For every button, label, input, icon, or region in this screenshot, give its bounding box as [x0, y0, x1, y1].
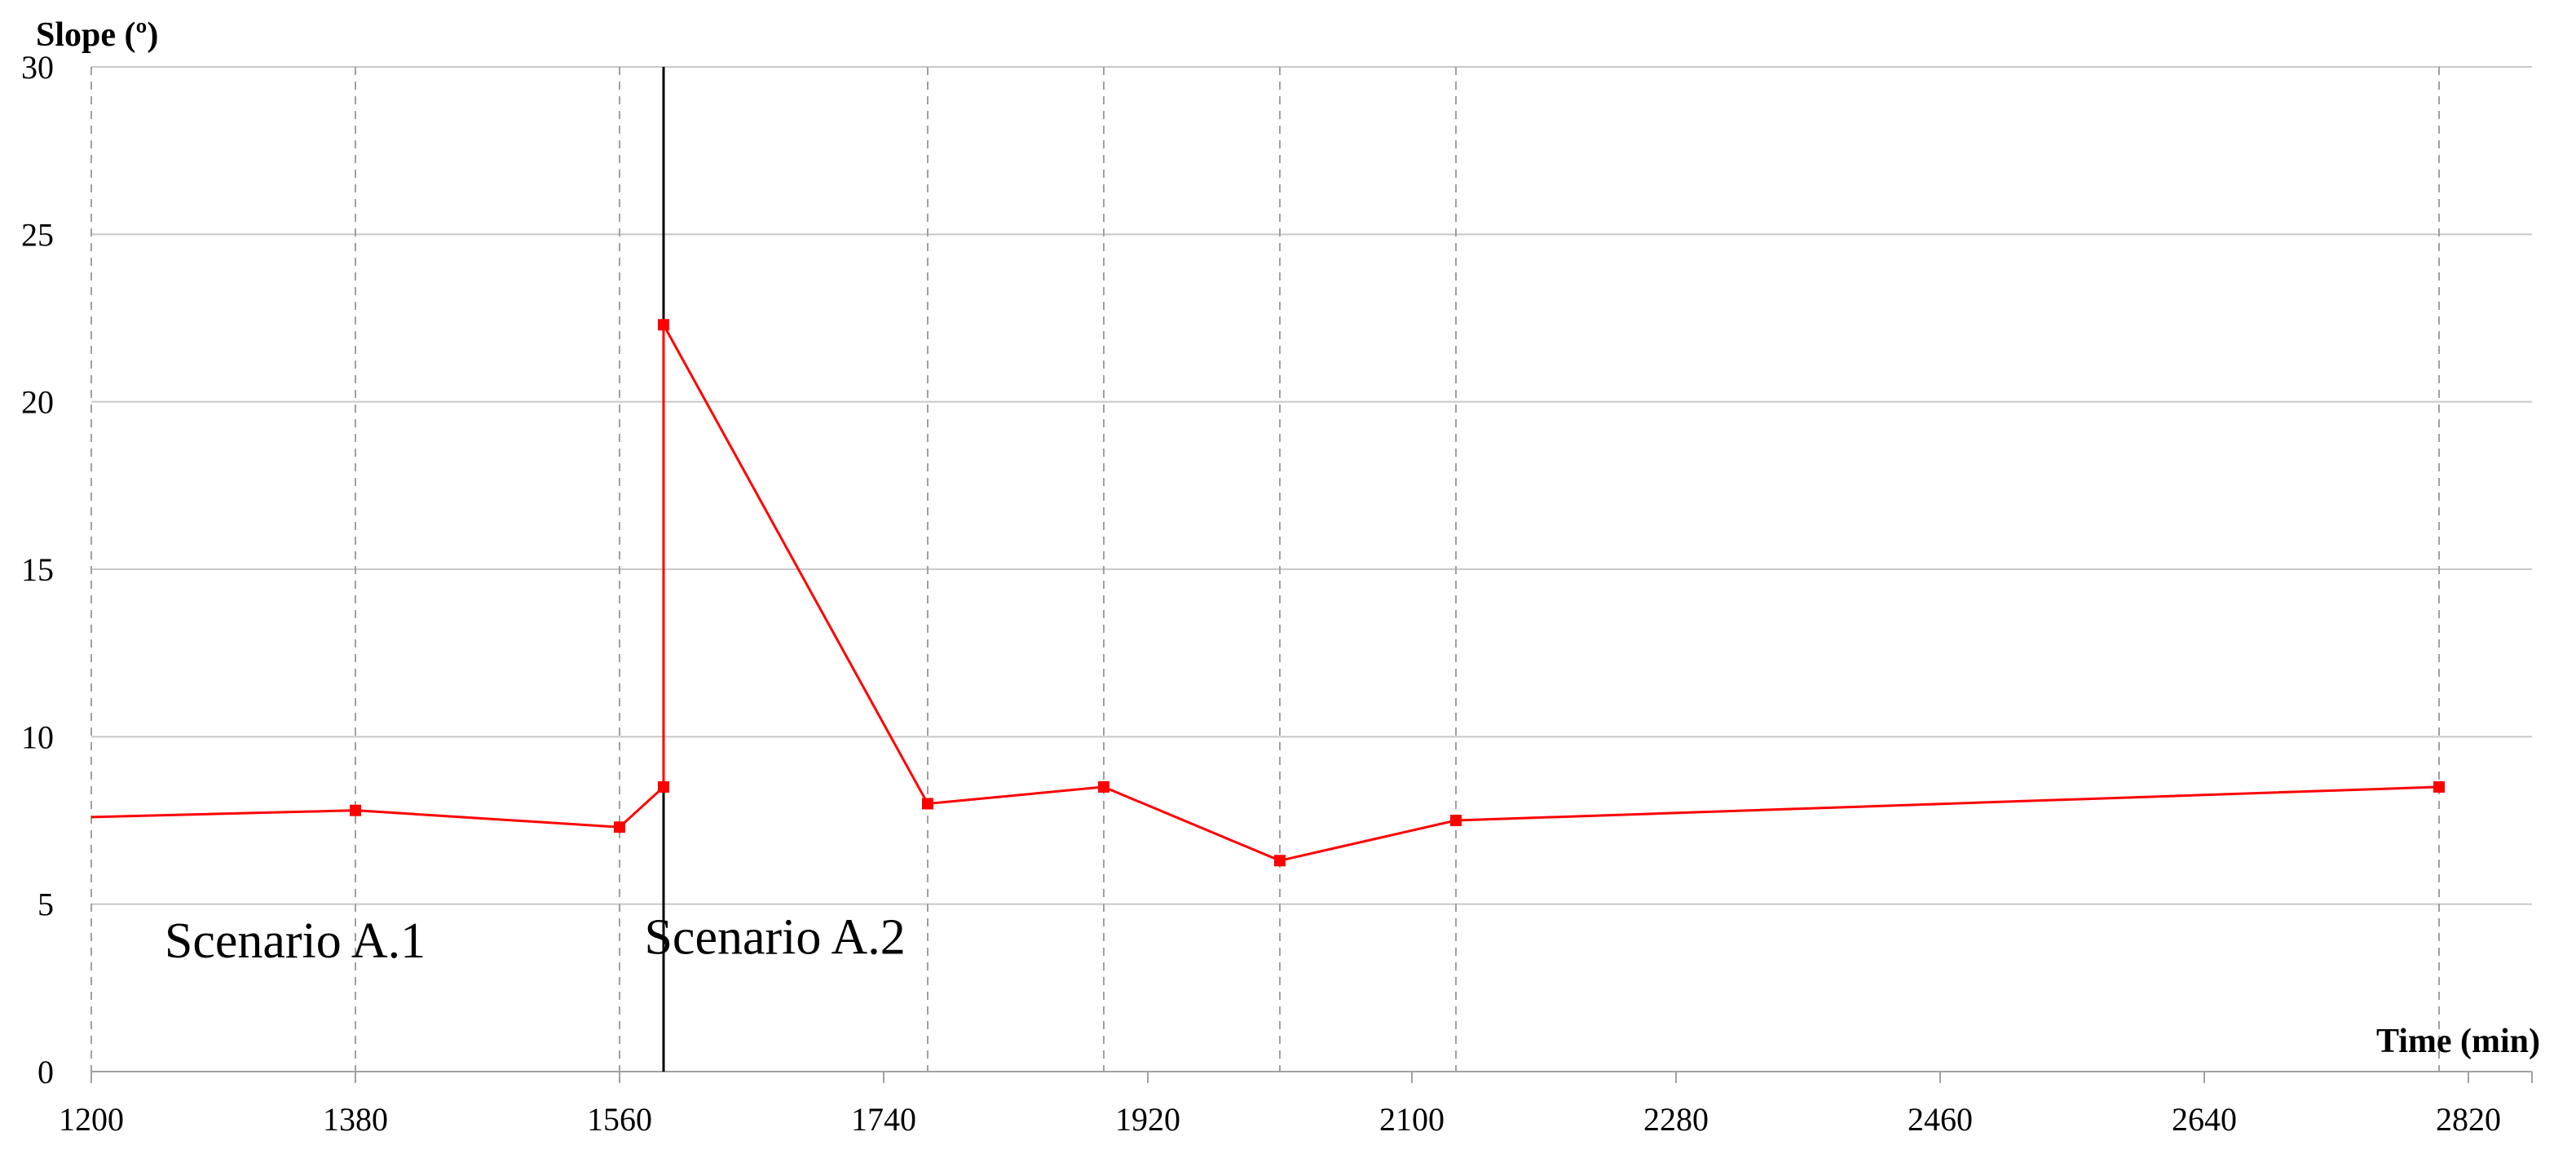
x-tick-label: 1740: [851, 1101, 916, 1138]
data-point: [614, 821, 625, 833]
y-tick-labels: 0 5 10 15 20 25 30: [21, 49, 54, 1090]
series-line: [90, 324, 2440, 862]
horizontal-gridlines: [91, 66, 2532, 905]
x-tick-label: 1200: [59, 1101, 124, 1138]
x-tick-label: 1560: [587, 1101, 652, 1138]
x-tick-label: 2100: [1379, 1101, 1445, 1138]
data-point: [350, 804, 361, 816]
scenario-annotations: Scenario A.1 Scenario A.2: [165, 910, 906, 969]
x-tick-labels: 1200 1380 1560 1740 1920 2100 2280 2460 2640 2820: [59, 1101, 2501, 1138]
y-tick-label: 15: [21, 551, 54, 588]
vertical-gridlines: [90, 67, 2440, 1072]
x-tick-label: 1380: [323, 1101, 388, 1138]
data-point: [922, 798, 933, 810]
scenario-label: Scenario A.1: [165, 913, 426, 969]
x-tick-label: 2280: [1643, 1101, 1709, 1138]
data-point: [658, 780, 669, 793]
y-axis-title: Slope (º): [36, 16, 158, 54]
x-tick-label: 2460: [1908, 1101, 1973, 1138]
y-tick-label: 30: [21, 49, 54, 86]
x-tick-label: 1920: [1115, 1101, 1180, 1138]
data-point: [1450, 815, 1462, 826]
y-tick-label: 20: [21, 384, 54, 421]
data-point: [2433, 780, 2445, 793]
y-tick-label: 10: [21, 718, 54, 755]
scenario-label: Scenario A.2: [644, 910, 905, 966]
y-tick-label: 25: [21, 216, 54, 253]
data-point: [1274, 855, 1286, 867]
data-point: [658, 319, 669, 331]
slope-series: [90, 319, 2445, 867]
x-axis-title: Time (min): [2376, 1023, 2540, 1060]
x-tick-label: 2640: [2172, 1101, 2237, 1138]
data-point: [1098, 780, 1109, 793]
y-tick-label: 0: [37, 1054, 54, 1090]
x-tick-label: 2820: [2436, 1101, 2501, 1138]
axes: [90, 1071, 2533, 1083]
y-tick-label: 5: [37, 886, 54, 923]
